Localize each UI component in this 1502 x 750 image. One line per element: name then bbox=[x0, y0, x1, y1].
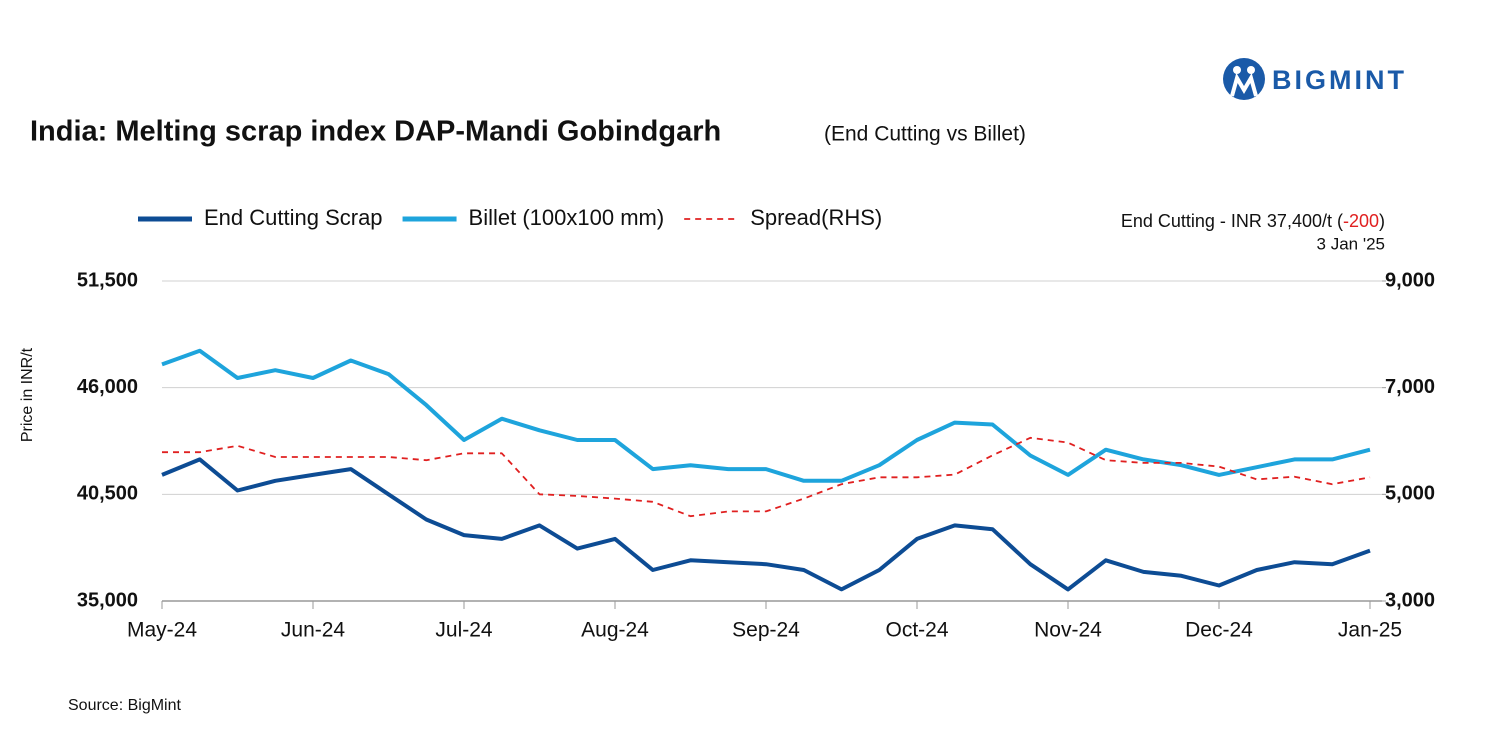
x-tick-label: Jan-25 bbox=[1338, 619, 1402, 642]
y2-tick-label: 3,000 bbox=[1385, 589, 1435, 611]
x-tick-label: Jun-24 bbox=[281, 619, 346, 642]
y-tick-label: 51,500 bbox=[77, 269, 138, 291]
x-tick-label: Nov-24 bbox=[1034, 619, 1102, 642]
x-tick-label: Sep-24 bbox=[732, 619, 800, 642]
x-tick-label: Oct-24 bbox=[885, 619, 948, 642]
x-tick-label: May-24 bbox=[127, 619, 197, 642]
y-tick-label: 46,000 bbox=[77, 376, 138, 398]
y2-tick-label: 5,000 bbox=[1385, 483, 1435, 505]
legend-label: End Cutting Scrap bbox=[204, 205, 383, 230]
series-line bbox=[161, 457, 1371, 592]
logo: BIGMINT bbox=[1223, 58, 1407, 100]
annotation-date: 3 Jan '25 bbox=[1317, 234, 1385, 253]
legend-label: Billet (100x100 mm) bbox=[469, 205, 665, 230]
legend: End Cutting Scrap Billet (100x100 mm) Spre… bbox=[138, 205, 882, 230]
series-line bbox=[161, 348, 1371, 483]
annotation: End Cutting - INR 37,400/t (-200) bbox=[1121, 211, 1385, 231]
logo-icon-m bbox=[1230, 72, 1258, 97]
chart-title: India: Melting scrap index DAP-Mandi Gob… bbox=[30, 116, 721, 148]
source: Source: BigMint bbox=[68, 697, 181, 714]
y2-tick-label: 7,000 bbox=[1385, 376, 1435, 398]
logo-text: BIGMINT bbox=[1272, 65, 1407, 95]
logo-icon-dot bbox=[1247, 66, 1255, 74]
x-tick-label: Dec-24 bbox=[1185, 619, 1253, 642]
logo-icon-dot bbox=[1233, 66, 1241, 74]
annotation-lead: End Cutting - INR 37,400/t ( bbox=[1121, 211, 1343, 231]
annotation-change: -200 bbox=[1343, 211, 1379, 231]
legend-label: Spread(RHS) bbox=[750, 205, 882, 230]
x-tick-label: Jul-24 bbox=[435, 619, 493, 642]
y-tick-label: 40,500 bbox=[77, 483, 138, 505]
y2-tick-label: 9,000 bbox=[1385, 269, 1435, 291]
x-tick-label: Aug-24 bbox=[581, 619, 649, 642]
y-tick-label: 35,000 bbox=[77, 589, 138, 611]
y-axis-label: Price in INR/t bbox=[19, 347, 36, 442]
series-line bbox=[162, 436, 1371, 518]
chart-subtitle: (End Cutting vs Billet) bbox=[824, 123, 1026, 146]
annotation-close: ) bbox=[1379, 211, 1385, 231]
